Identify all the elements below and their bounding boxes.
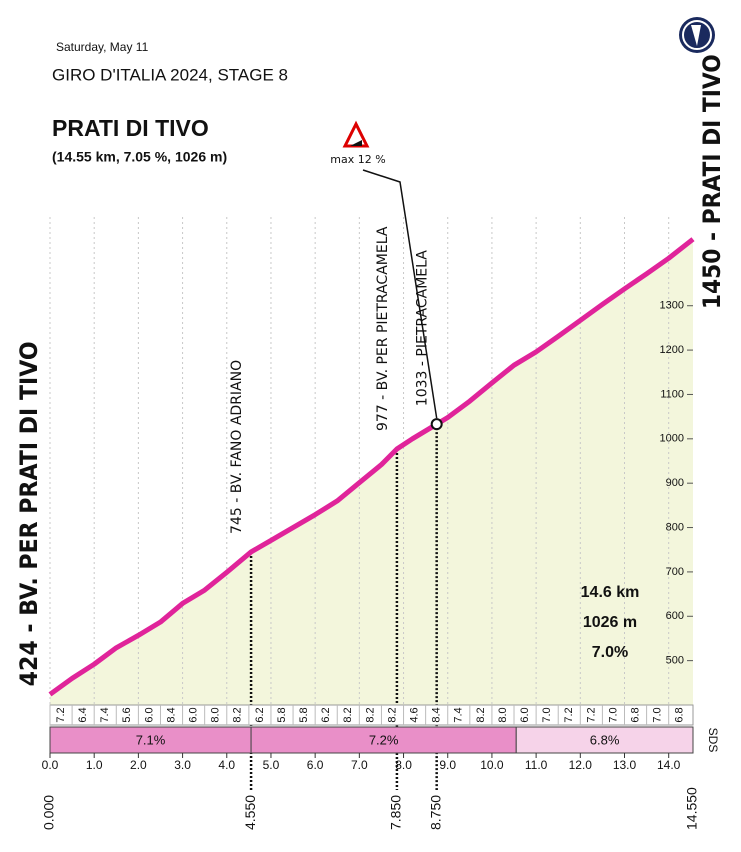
- max-gradient: max 12 %: [330, 153, 385, 166]
- x-tick-label: 4.0: [218, 758, 235, 772]
- x-tick-label: 10.0: [480, 758, 504, 772]
- gradient-label: 6.2: [254, 707, 266, 722]
- gradient-label: 8.0: [210, 707, 222, 722]
- waypoint-label: 745 - BV. FANO ADRIANO: [229, 360, 245, 534]
- x-tick-label: 13.0: [613, 758, 637, 772]
- gradient-label: 7.0: [541, 707, 553, 722]
- gradient-label: 6.0: [188, 707, 200, 722]
- max-gradient-pointer: [362, 169, 438, 419]
- x-tick-label: 7.0: [351, 758, 368, 772]
- segment-label: 6.8%: [590, 732, 620, 747]
- summary-line: 1026 m: [583, 614, 637, 631]
- segment-label: 7.2%: [369, 732, 399, 747]
- gradient-label: 8.4: [165, 707, 177, 722]
- gradient-label: 6.8: [629, 707, 641, 722]
- logo: [679, 17, 715, 53]
- y-tick-label: 1000: [660, 433, 684, 445]
- gradient-label: 7.0: [652, 707, 664, 722]
- segment-bar: [515, 726, 694, 754]
- y-tick-label: 1200: [660, 344, 684, 356]
- y-tick-label: 700: [666, 566, 684, 578]
- x-tick-label: 8.0: [395, 758, 412, 772]
- gradient-label: 6.8: [674, 707, 686, 722]
- distance-mark: 8.750: [427, 795, 443, 830]
- start-label: 424 - BV. PER PRATI DI TIVO: [15, 341, 43, 686]
- max-gradient-icon-slope: [350, 140, 362, 146]
- date: Saturday, May 11: [56, 40, 149, 54]
- distance-mark: 4.550: [242, 795, 258, 830]
- gradient-label: 8.2: [232, 707, 244, 722]
- waypoint-label: 977 - BV. PER PIETRACAMELA: [375, 226, 391, 431]
- gradient-label: 6.2: [320, 707, 332, 722]
- segment-label: 7.1%: [136, 732, 166, 747]
- gradient-label: 8.2: [386, 707, 398, 722]
- y-tick-label: 900: [666, 477, 684, 489]
- gradient-label: 7.2: [563, 707, 575, 722]
- logo-mark: [691, 25, 701, 46]
- gradient-label: 6.0: [519, 707, 531, 722]
- gradient-label: 6.4: [77, 707, 89, 722]
- x-tick-label: 12.0: [569, 758, 593, 772]
- x-tick-label: 0.0: [42, 758, 59, 772]
- gradient-label: 5.8: [276, 707, 288, 722]
- max-gradient-icon: [342, 120, 370, 148]
- race: GIRO D'ITALIA 2024, STAGE 8: [52, 65, 288, 84]
- gradient-label: 5.6: [121, 707, 133, 722]
- logo-ring: [682, 20, 712, 50]
- gradient-label: 7.2: [585, 707, 597, 722]
- credit: SDS: [706, 728, 720, 753]
- y-tick-label: 1300: [660, 300, 684, 312]
- gradient-label: 6.0: [143, 707, 155, 722]
- gradient-label: 7.2: [55, 707, 67, 722]
- distance-mark: 7.850: [388, 795, 404, 830]
- y-tick-label: 500: [666, 655, 684, 667]
- x-tick-label: 11.0: [525, 758, 548, 772]
- gradient-label: 7.4: [99, 707, 111, 722]
- gradient-label: 8.2: [364, 707, 376, 722]
- summary-line: 7.0%: [592, 644, 628, 661]
- y-tick-label: 600: [666, 610, 684, 622]
- x-tick-label: 1.0: [86, 758, 103, 772]
- x-tick-label: 14.0: [657, 758, 681, 772]
- x-tick-label: 5.0: [263, 758, 280, 772]
- gradient-label: 7.4: [453, 707, 465, 722]
- gradient-label: 8.2: [342, 707, 354, 722]
- waypoint-marker: [430, 418, 443, 431]
- gradient-label: 4.6: [408, 707, 420, 722]
- x-tick-label: 9.0: [439, 758, 456, 772]
- summary-line: 14.6 km: [581, 584, 640, 601]
- x-tick-label: 3.0: [174, 758, 191, 772]
- gradient-label: 5.8: [298, 707, 310, 722]
- y-tick-label: 1100: [660, 388, 684, 400]
- gradient-label: 8.4: [431, 707, 443, 722]
- subtitle: (14.55 km, 7.05 %, 1026 m): [52, 149, 227, 165]
- y-tick-label: 800: [666, 521, 684, 533]
- profile-line: [48, 237, 695, 697]
- x-tick-label: 6.0: [307, 758, 324, 772]
- distance-mark: 14.550: [684, 787, 700, 830]
- x-tick-label: 2.0: [130, 758, 147, 772]
- distance-mark: 0.000: [41, 795, 57, 830]
- gradient-label: 8.0: [497, 707, 509, 722]
- gradient-label: 8.2: [475, 707, 487, 722]
- segment-bar: [250, 726, 517, 754]
- gradient-label: 7.0: [607, 707, 619, 722]
- end-label: 1450 - PRATI DI TIVO: [698, 54, 726, 309]
- chart-title: PRATI DI TIVO: [52, 115, 209, 141]
